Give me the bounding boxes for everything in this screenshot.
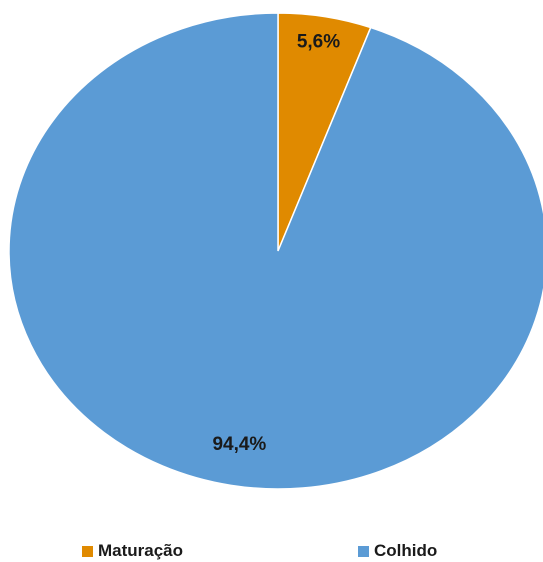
legend-label-maturacao: Maturação bbox=[98, 540, 183, 562]
legend-item-colhido: Colhido bbox=[358, 540, 437, 562]
legend-swatch-maturacao bbox=[82, 546, 93, 557]
legend-item-maturacao: Maturação bbox=[82, 540, 183, 562]
data-label-colhido: 94,4% bbox=[212, 434, 266, 455]
data-label-maturacao: 5,6% bbox=[297, 31, 340, 52]
pie-slices bbox=[9, 13, 543, 489]
pie-slice-colhido bbox=[9, 13, 543, 489]
pie-chart-svg: 5,6% 94,4% bbox=[0, 0, 543, 530]
legend-swatch-colhido bbox=[358, 546, 369, 557]
legend-label-colhido: Colhido bbox=[374, 540, 437, 562]
chart-legend: Maturação Colhido bbox=[0, 540, 543, 562]
